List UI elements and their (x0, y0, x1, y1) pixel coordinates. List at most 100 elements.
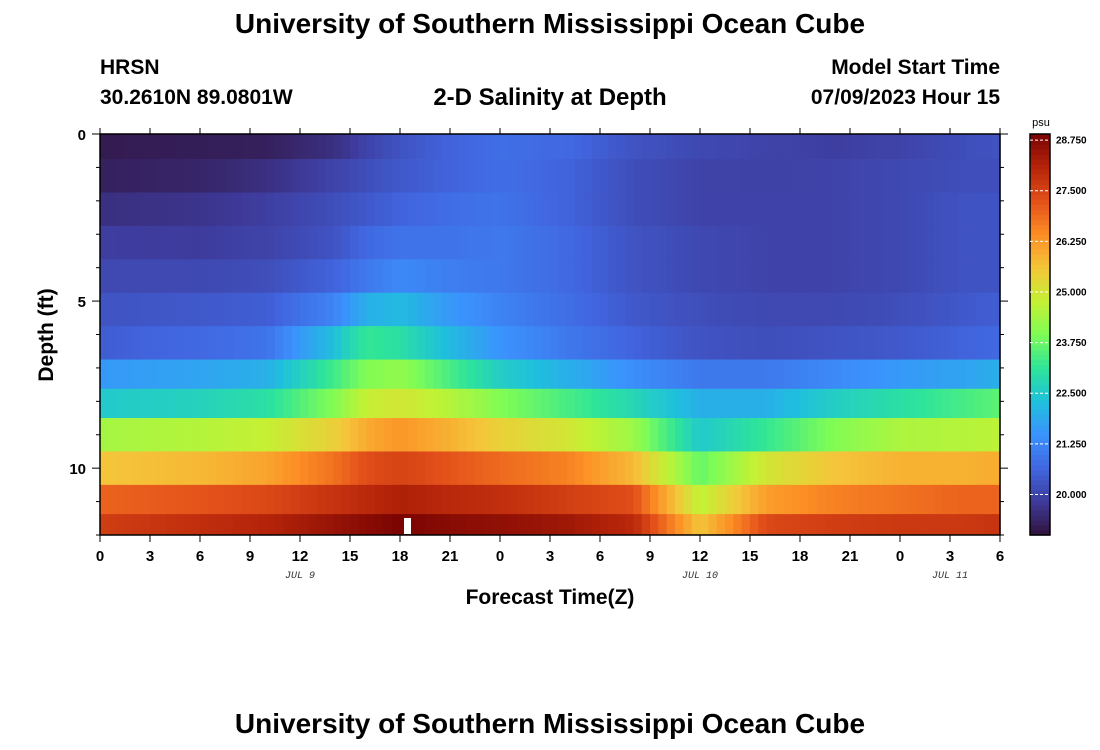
heatmap-cell (558, 192, 568, 227)
heatmap-cell (466, 159, 476, 193)
heatmap-cell (491, 359, 501, 390)
heatmap-cell (166, 418, 176, 452)
heatmap-cell (441, 388, 451, 419)
heatmap-cell (891, 418, 901, 452)
heatmap-cell (441, 159, 451, 193)
heatmap-cell (841, 326, 851, 360)
heatmap-cell (691, 225, 701, 260)
heatmap-cell (716, 418, 726, 452)
heatmap-cell (141, 359, 151, 390)
heatmap-cell (350, 418, 359, 452)
heatmap-cell (416, 388, 426, 419)
heatmap-cell (191, 388, 201, 419)
heatmap-cell (275, 326, 284, 360)
heatmap-cell (925, 418, 934, 452)
heatmap-cell (500, 451, 509, 486)
heatmap-cell (600, 451, 609, 486)
heatmap-cell (758, 225, 768, 260)
heatmap-cell (283, 259, 293, 294)
heatmap-cell (991, 259, 1001, 294)
heatmap-cell (350, 159, 359, 193)
x-tick-label: 6 (596, 548, 604, 565)
heatmap-cell (216, 359, 226, 390)
heatmap-cell (241, 159, 251, 193)
heatmap-cell (525, 326, 534, 360)
heatmap-cell (175, 192, 184, 227)
heatmap-cell (783, 359, 793, 390)
heatmap-cell (941, 259, 951, 294)
heatmap-cell (600, 514, 609, 536)
heatmap-cell (958, 259, 968, 294)
heatmap-cell (408, 388, 418, 419)
heatmap-cell (966, 484, 976, 515)
heatmap-cell (108, 514, 118, 536)
heatmap-cell (575, 134, 584, 160)
heatmap-cell (625, 388, 634, 419)
heatmap-layer (100, 418, 1001, 452)
colorbar-segment (1030, 434, 1050, 441)
heatmap-cell (808, 418, 818, 452)
heatmap-cell (816, 484, 826, 515)
colorbar-tick-label: 22.500 (1056, 389, 1087, 400)
heatmap-cell (500, 418, 509, 452)
heatmap-cell (200, 159, 209, 193)
heatmap-cell (375, 514, 384, 536)
heatmap-cell (375, 159, 384, 193)
colorbar-segment (1030, 299, 1050, 306)
heatmap-cell (308, 134, 318, 160)
heatmap-cell (500, 359, 509, 390)
heatmap-cell (675, 134, 684, 160)
heatmap-cell (633, 451, 643, 486)
heatmap-cell (300, 225, 309, 260)
heatmap-cell (383, 259, 393, 294)
heatmap-cell (841, 259, 851, 294)
colorbar-segment (1030, 134, 1050, 140)
colorbar-segment (1030, 294, 1050, 301)
heatmap-cell (150, 514, 159, 536)
colorbar-segment (1030, 399, 1050, 406)
heatmap-cell (141, 225, 151, 260)
heatmap-cell (766, 514, 776, 536)
heatmap-cell (558, 292, 568, 327)
heatmap-cell (216, 225, 226, 260)
heatmap-cell (266, 418, 276, 452)
heatmap-cell (333, 259, 343, 294)
heatmap-cell (858, 326, 868, 360)
heatmap-cell (541, 259, 551, 294)
heatmap-cell (633, 192, 643, 227)
heatmap-cell (441, 259, 451, 294)
heatmap-cell (158, 418, 168, 452)
heatmap-layer (100, 388, 1001, 419)
heatmap-cell (733, 159, 743, 193)
x-tick-label: 15 (742, 548, 759, 565)
heatmap-cell (816, 192, 826, 227)
heatmap-cell (616, 326, 626, 360)
heatmap-cell (383, 484, 393, 515)
heatmap-cell (341, 451, 351, 486)
heatmap-cell (191, 484, 201, 515)
heatmap-cell (958, 514, 968, 536)
heatmap-cell (633, 388, 643, 419)
heatmap-cell (841, 451, 851, 486)
heatmap-cell (708, 388, 718, 419)
heatmap-cell (108, 259, 118, 294)
heatmap-cell (883, 259, 893, 294)
heatmap-cell (700, 326, 709, 360)
heatmap-cell (833, 225, 843, 260)
heatmap-cell (550, 484, 559, 515)
heatmap-cell (900, 292, 909, 327)
heatmap-cell (591, 225, 601, 260)
heatmap-cell (208, 418, 218, 452)
heatmap-cell (375, 326, 384, 360)
heatmap-cell (808, 259, 818, 294)
heatmap-cell (600, 225, 609, 260)
heatmap-cell (866, 225, 876, 260)
heatmap-cell (858, 134, 868, 160)
heatmap-cell (925, 134, 934, 160)
heatmap-cell (591, 292, 601, 327)
heatmap-cell (216, 514, 226, 536)
heatmap-cell (216, 451, 226, 486)
heatmap-cell (841, 359, 851, 390)
heatmap-cell (116, 192, 126, 227)
